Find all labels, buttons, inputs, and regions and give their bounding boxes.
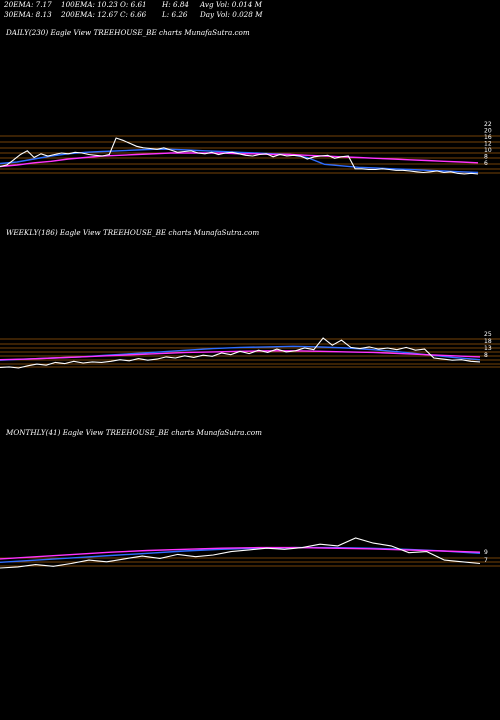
right-tick-label: 25 <box>484 331 492 338</box>
price-line <box>0 337 481 369</box>
daily-chart-title: DAILY(230) Eagle View TREEHOUSE_BE chart… <box>6 28 250 37</box>
right-tick-label: 16 <box>484 134 492 141</box>
right-tick-label: 18 <box>484 338 492 345</box>
close-value: C: 6.66 <box>120 10 147 19</box>
price-line <box>0 537 481 569</box>
ema200-value: 200EMA: 12.67 <box>61 10 118 19</box>
right-tick-label: 20 <box>484 128 492 135</box>
right-tick-label: 13 <box>484 345 492 352</box>
right-tick-label: 9 <box>484 549 488 556</box>
price-line <box>0 137 479 175</box>
ema100-value: 100EMA: 10.23 <box>61 0 118 9</box>
low-value: L: 6.26 <box>162 10 188 19</box>
ema20-value: 20EMA: 7.17 <box>4 0 52 9</box>
day-volume-value: Day Vol: 0.028 M <box>200 10 263 19</box>
ema-line-magenta <box>0 152 479 168</box>
right-tick-label: 22 <box>484 121 492 128</box>
open-value: O: 6.61 <box>120 0 147 9</box>
high-value: H: 6.84 <box>162 0 189 9</box>
right-tick-label: 8 <box>484 154 488 161</box>
right-tick-label: 6 <box>484 160 488 167</box>
monthly-chart: 97 <box>0 537 500 569</box>
right-tick-label: 12 <box>484 141 492 148</box>
ema30-value: 30EMA: 8.13 <box>4 10 52 19</box>
monthly-chart-panel: MONTHLY(41) Eagle View TREEHOUSE_BE char… <box>0 426 500 626</box>
weekly-chart-title: WEEKLY(186) Eagle View TREEHOUSE_BE char… <box>6 228 260 237</box>
daily-chart-panel: DAILY(230) Eagle View TREEHOUSE_BE chart… <box>0 26 500 226</box>
right-tick-label: 8 <box>484 352 488 359</box>
indicator-summary: 20EMA: 7.17 100EMA: 10.23 O: 6.61 H: 6.8… <box>4 0 496 22</box>
weekly-chart-panel: WEEKLY(186) Eagle View TREEHOUSE_BE char… <box>0 226 500 426</box>
monthly-chart-title: MONTHLY(41) Eagle View TREEHOUSE_BE char… <box>6 428 262 437</box>
right-tick-label: 10 <box>484 147 492 154</box>
avg-volume-value: Avg Vol: 0.014 M <box>200 0 262 9</box>
right-tick-label: 7 <box>484 557 488 564</box>
